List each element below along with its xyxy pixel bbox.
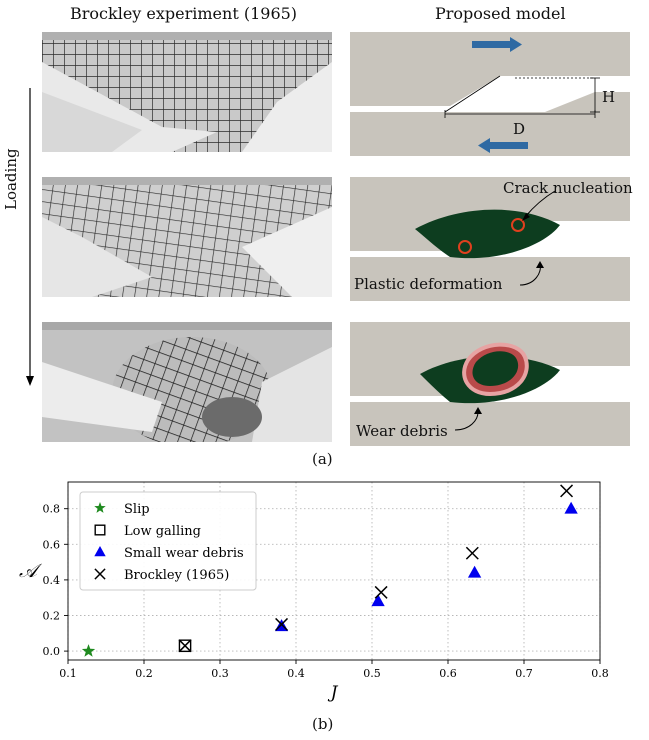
legend-label: Low galling: [124, 524, 201, 539]
x-axis-label: J: [328, 683, 339, 703]
debris-label: Wear debris: [356, 422, 448, 440]
legend-marker: [94, 502, 106, 513]
left-arrow-icon: [478, 138, 528, 153]
experiment-photo-1: [42, 32, 332, 152]
crack-label: Crack nucleation: [503, 179, 633, 197]
x-tick-label: 0.4: [287, 667, 305, 680]
small-wear-debris-point: [467, 565, 482, 578]
plot-frame: [67, 481, 601, 661]
upper-block: [350, 32, 630, 106]
small-wear-debris-point: [371, 594, 385, 607]
x-tick-label: 0.5: [363, 667, 381, 680]
experiment-photo-2: [42, 177, 332, 297]
y-axis-label: 𝒜: [19, 560, 43, 582]
panel-b-label: (b): [312, 715, 334, 733]
legend-label: Small wear debris: [124, 546, 244, 561]
model-panel-2: Crack nucleation Plastic deformation: [350, 177, 633, 301]
crack-circle-1: [511, 218, 525, 232]
x-tick-label: 0.7: [515, 667, 533, 680]
legend-label: Brockley (1965): [124, 568, 229, 583]
y-tick-label: 0.2: [43, 610, 61, 623]
label-H: H: [602, 88, 616, 106]
brockley-1965-point: [560, 484, 574, 498]
crack-circle-2: [458, 240, 472, 254]
x-tick-label: 0.3: [211, 667, 229, 680]
experiment-photo-3: [42, 322, 332, 442]
y-tick-label: 0.6: [43, 538, 61, 551]
loading-label: Loading: [2, 148, 20, 210]
label-D: D: [513, 120, 526, 138]
y-tick-label: 0.4: [43, 574, 61, 587]
model-panel-3: Wear debris: [350, 322, 630, 446]
low-galling-point: [178, 639, 192, 653]
left-header: Brockley experiment (1965): [70, 4, 298, 23]
x-tick-label: 0.2: [135, 667, 153, 680]
model-panel-1: H D: [350, 32, 630, 156]
legend-marker: [94, 524, 106, 536]
panel-a-label: (a): [312, 450, 333, 468]
slip-point: [81, 644, 96, 657]
legend-box: [79, 491, 257, 591]
x-tick-label: 0.8: [591, 667, 609, 680]
legend-marker: [94, 568, 106, 580]
lower-block: [350, 92, 630, 156]
legend-marker: [94, 546, 106, 557]
brockley-1965-point: [374, 585, 388, 599]
brockley-1965-point: [275, 617, 289, 631]
legend-label: Slip: [124, 502, 150, 517]
scatter-chart: 0.1 0.2 0.3 0.4 0.5 0.6 0.7 0.80.00.20.40.60.8 …: [19, 481, 609, 703]
y-tick-label: 0.8: [43, 503, 61, 516]
plastic-label: Plastic deformation: [354, 275, 503, 293]
right-header: Proposed model: [435, 4, 566, 23]
right-arrow-icon: [472, 37, 522, 52]
loading-arrow: [26, 88, 34, 386]
y-tick-label: 0.0: [43, 645, 61, 658]
brockley-1965-point: [465, 546, 479, 560]
small-wear-debris-point: [564, 501, 578, 514]
x-tick-label: 0.6: [439, 667, 457, 680]
x-tick-label: 0.1: [59, 667, 77, 680]
brockley-1965-point: [178, 639, 192, 653]
